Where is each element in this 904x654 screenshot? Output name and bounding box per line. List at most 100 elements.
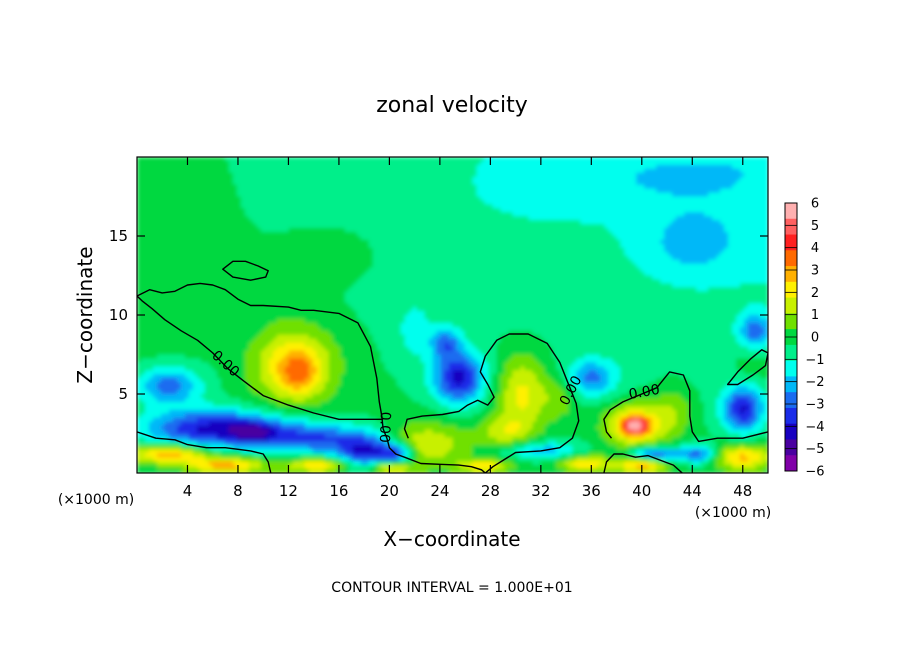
field-cell — [320, 176, 326, 182]
field-cell — [492, 192, 498, 198]
field-cell — [556, 267, 562, 273]
field-cell — [692, 236, 697, 241]
field-cell — [556, 243, 562, 249]
field-cell — [216, 216, 222, 221]
field-cell — [500, 180, 506, 186]
field-cell — [556, 184, 562, 190]
field-cell — [556, 236, 562, 241]
field-cell — [268, 164, 274, 170]
field-cell — [180, 279, 186, 285]
field-cell — [636, 188, 641, 194]
field-cell — [216, 236, 222, 241]
field-cell — [508, 157, 514, 162]
field-cell — [624, 200, 629, 206]
field-cell — [756, 216, 761, 221]
field-cell — [656, 251, 661, 257]
field-cell — [156, 192, 162, 198]
field-cell — [160, 228, 166, 233]
field-cell — [640, 168, 645, 174]
field-cell — [684, 212, 689, 217]
field-cell — [220, 216, 226, 221]
field-cell — [488, 176, 494, 182]
field-cell — [368, 200, 374, 206]
field-cell — [560, 180, 566, 186]
field-cell — [740, 196, 745, 202]
field-cell — [144, 200, 150, 206]
field-cell — [692, 157, 697, 162]
field-cell — [212, 247, 218, 253]
field-cell — [548, 192, 554, 198]
field-cell — [208, 160, 214, 166]
field-cell — [172, 180, 178, 186]
field-cell — [656, 168, 661, 174]
field-cell — [644, 160, 649, 166]
field-cell — [656, 259, 661, 265]
field-cell — [137, 232, 142, 237]
field-cell — [204, 168, 210, 174]
field-cell — [328, 200, 334, 206]
field-cell — [576, 224, 581, 229]
field-cell — [656, 204, 661, 210]
field-cell — [204, 176, 210, 182]
field-cell — [540, 247, 546, 253]
field-cell — [364, 243, 370, 249]
field-cell — [388, 236, 394, 241]
field-cell — [548, 208, 554, 213]
field-cell — [212, 267, 218, 273]
field-cell — [376, 192, 382, 198]
field-cell — [364, 204, 370, 210]
field-cell — [232, 251, 238, 257]
field-cell — [572, 188, 577, 194]
field-cell — [740, 275, 745, 281]
field-cell — [636, 176, 641, 182]
field-cell — [616, 271, 621, 277]
field-cell — [528, 160, 534, 166]
field-cell — [332, 180, 338, 186]
field-cell — [208, 220, 214, 225]
field-cell — [436, 255, 442, 261]
field-cell — [692, 228, 697, 233]
field-cell — [624, 228, 629, 233]
field-cell — [152, 192, 158, 198]
field-cell — [244, 188, 250, 194]
field-cell — [628, 232, 633, 237]
field-cell — [404, 243, 410, 249]
field-cell — [476, 236, 482, 241]
field-cell — [200, 168, 206, 174]
field-cell — [692, 243, 697, 249]
field-cell — [612, 180, 617, 186]
field-cell — [484, 200, 490, 206]
field-cell — [656, 216, 661, 221]
field-cell — [188, 216, 194, 221]
field-cell — [472, 224, 478, 229]
field-cell — [532, 243, 538, 249]
field-cell — [352, 224, 358, 229]
field-cell — [564, 259, 570, 265]
field-cell — [256, 212, 262, 217]
field-cell — [336, 176, 342, 182]
field-cell — [520, 184, 526, 190]
field-cell — [624, 243, 629, 249]
field-cell — [448, 239, 454, 245]
field-cell — [168, 212, 174, 217]
field-cell — [708, 216, 713, 221]
field-cell — [168, 192, 174, 198]
field-cell — [176, 164, 182, 170]
field-cell — [452, 271, 458, 277]
field-cell — [144, 160, 150, 166]
field-cell — [360, 239, 366, 245]
field-cell — [196, 263, 202, 269]
field-cell — [424, 172, 430, 178]
field-cell — [272, 224, 278, 229]
field-cell — [292, 279, 298, 285]
field-cell — [192, 279, 198, 285]
field-cell — [528, 224, 534, 229]
field-cell — [276, 172, 282, 178]
field-cell — [668, 184, 673, 190]
field-cell — [624, 176, 629, 182]
field-cell — [676, 263, 681, 269]
field-cell — [752, 251, 757, 257]
field-cell — [508, 196, 514, 202]
field-cell — [144, 267, 150, 273]
field-cell — [732, 212, 737, 217]
